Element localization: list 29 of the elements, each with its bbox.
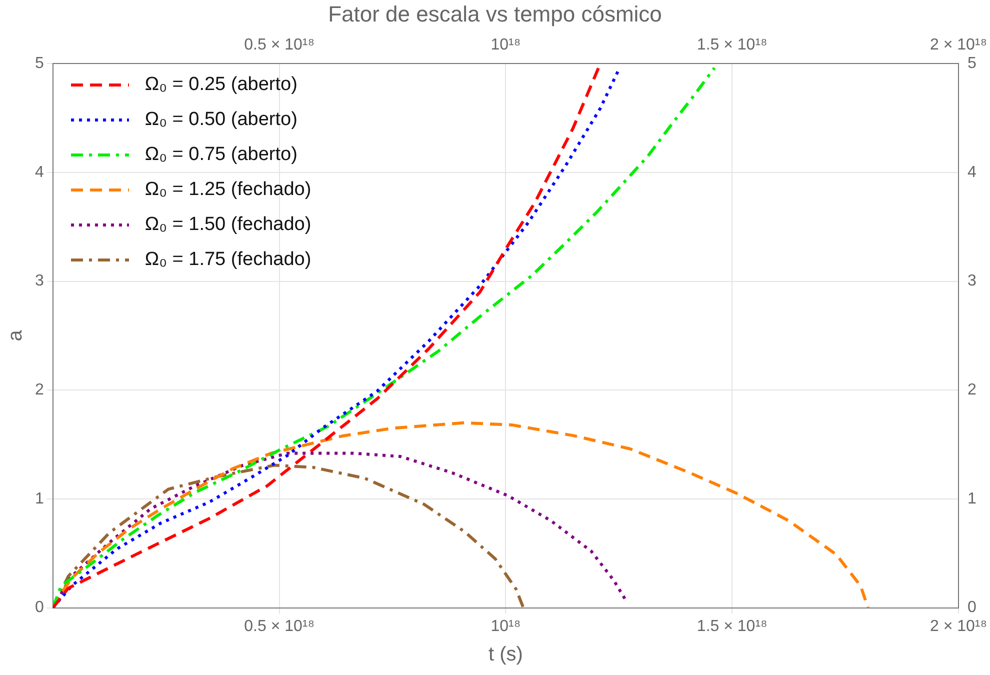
legend-label: Ω₀ = 1.25 (fechado) <box>144 179 312 202</box>
y-tick-label: 0 <box>34 599 44 616</box>
y2-tick-label: 1 <box>967 490 976 508</box>
legend-label: Ω₀ = 0.25 (aberto) <box>144 74 298 96</box>
x-tick-label: 1.5 × 10¹⁸ <box>696 618 768 635</box>
y2-tick-label: 3 <box>967 272 976 290</box>
x-tick-label: 0.5 × 10¹⁸ <box>244 618 314 635</box>
chart-title: Fator de escala vs tempo cósmico <box>328 1 662 26</box>
y-tick-label: 2 <box>34 382 44 399</box>
x2-tick-label: 0.5 × 10¹⁸ <box>244 36 314 54</box>
x-tick-label: 2 × 10¹⁸ <box>930 618 988 635</box>
y-tick-label: 1 <box>34 490 44 508</box>
x-axis-title: t (s) <box>488 644 523 666</box>
x2-tick-label: 1.5 × 10¹⁸ <box>696 36 768 54</box>
y2-tick-label: 5 <box>967 55 976 72</box>
y2-tick-label: 2 <box>967 382 976 399</box>
legend-label: Ω₀ = 0.50 (aberto) <box>144 109 298 132</box>
y-tick-label: 3 <box>34 272 44 290</box>
y2-tick-label: 4 <box>967 164 976 181</box>
y-tick-label: 4 <box>34 164 44 181</box>
y-axis-title: a <box>4 329 27 342</box>
x-tick-label: 10¹⁸ <box>490 618 521 635</box>
legend-label: Ω₀ = 1.75 (fechado) <box>144 249 312 272</box>
legend-label: Ω₀ = 1.50 (fechado) <box>144 214 312 236</box>
x2-tick-label: 10¹⁸ <box>490 36 521 54</box>
y-tick-label: 5 <box>34 55 44 72</box>
y2-tick-label: 0 <box>967 599 976 616</box>
x2-tick-label: 2 × 10¹⁸ <box>930 36 988 54</box>
legend-label: Ω₀ = 0.75 (aberto) <box>144 144 298 166</box>
